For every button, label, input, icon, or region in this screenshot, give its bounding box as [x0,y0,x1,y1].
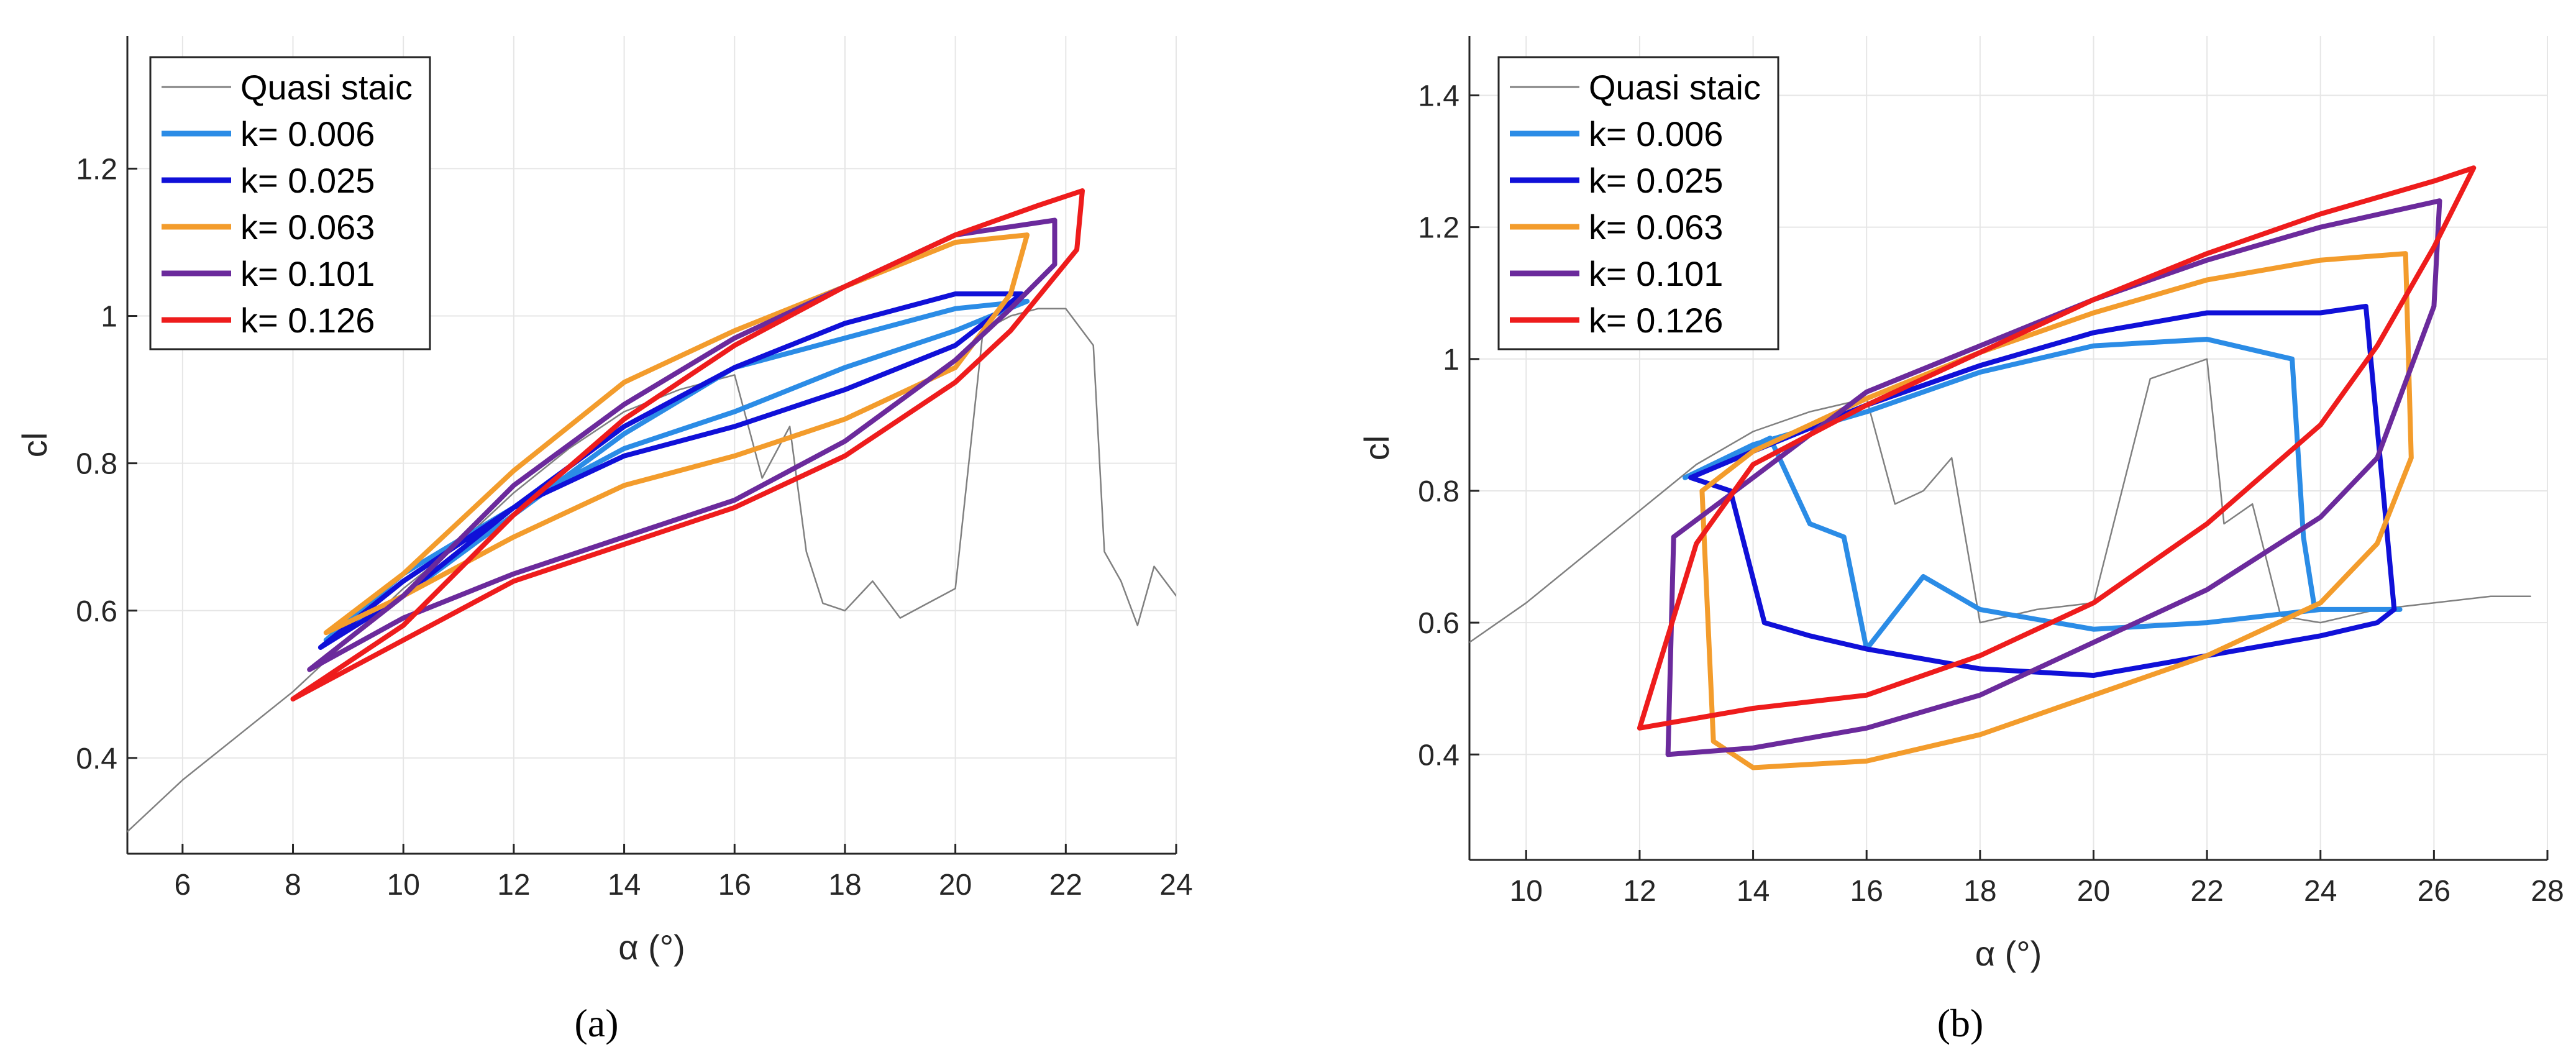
y-tick-label: 0.8 [76,448,117,481]
series-line-k-0-063 [323,232,1030,636]
y-tick-label: 0.6 [1418,607,1459,640]
x-axis-label: α (°) [618,928,685,967]
legend-label: k= 0.126 [240,301,375,340]
legend-label: k= 0.006 [1589,114,1723,153]
legend-label: Quasi staic [240,68,413,107]
x-tick-label: 12 [1623,875,1656,908]
series-line-k-0-063 [1699,251,2414,770]
x-tick-label: 14 [1737,875,1770,908]
x-tick-label: 22 [2190,875,2223,908]
x-tick-label: 10 [1510,875,1543,908]
x-tick-label: 14 [608,869,641,902]
x-tick-label: 16 [718,869,751,902]
legend: Quasi staic k= 0.006 k= 0.025 k= 0.063 k= 0.… [149,56,431,350]
x-tick-label: 18 [1963,875,1996,908]
legend-box [149,56,431,350]
x-tick-label: 20 [939,869,972,902]
x-tick-label: 6 [174,869,191,902]
series-line-k-0-126 [1637,165,2477,731]
legend-label: k= 0.063 [1589,208,1723,247]
series-line-k-0-006 [1683,337,2403,652]
series-line-k-0-101 [307,217,1057,672]
y-tick-label: 0.6 [76,595,117,628]
series-line-k-0-126 [290,188,1085,701]
x-tick-label: 24 [2304,875,2337,908]
series-line-quasi-staic [127,308,1176,833]
series-line-quasi-staic [1469,358,2531,644]
x-tick-label: 26 [2418,875,2450,908]
x-tick-label: 16 [1850,875,1883,908]
legend-label: Quasi staic [1589,68,1761,107]
y-tick-label: 1.4 [1418,80,1459,112]
legend-label: k= 0.025 [240,161,375,200]
y-tick-label: 0.8 [1418,475,1459,508]
y-axis-label: cl [15,432,54,457]
panel-label: (b) [1937,1001,1984,1045]
panel-label: (a) [574,1001,618,1045]
legend-label: k= 0.063 [240,208,375,247]
x-tick-label: 28 [2531,875,2564,908]
legend-label: k= 0.126 [1589,301,1723,340]
legend-label: k= 0.006 [240,114,375,153]
x-tick-label: 10 [387,869,420,902]
x-tick-label: 22 [1049,869,1082,902]
series-line-k-0-025 [1688,303,2397,678]
legend-label: k= 0.101 [240,254,375,293]
y-tick-label: 1.2 [76,153,117,186]
x-tick-label: 20 [2077,875,2110,908]
x-tick-label: 8 [285,869,301,902]
y-tick-label: 1 [1443,344,1459,377]
legend-label: k= 0.101 [1589,254,1723,293]
plot-area [127,188,1176,833]
legend-label: k= 0.025 [1589,161,1723,200]
legend-box [1497,56,1779,350]
series-line-k-0-101 [1665,198,2442,757]
x-tick-label: 18 [828,869,861,902]
x-axis-label: α (°) [1975,934,2042,973]
y-tick-label: 1 [101,301,117,334]
y-tick-label: 0.4 [76,742,117,775]
legend: Quasi staic k= 0.006 k= 0.025 k= 0.063 k= 0.… [1497,56,1779,350]
y-tick-label: 0.4 [1418,739,1459,772]
y-axis-label: cl [1357,436,1396,460]
x-tick-label: 12 [497,869,530,902]
chart-a: 6 8 10 12 14 16 18 20 22 24 0.4 0.6 0.8 1 1.2 α (°) cl Qu… [15,36,1193,1045]
chart-b: 10 12 14 16 18 20 22 24 26 28 0.4 0.6 0.8 1 1.2 1.4 α (°… [1357,36,2564,1045]
plot-area [1469,165,2531,770]
y-tick-label: 1.2 [1418,212,1459,245]
x-tick-label: 24 [1159,869,1192,902]
